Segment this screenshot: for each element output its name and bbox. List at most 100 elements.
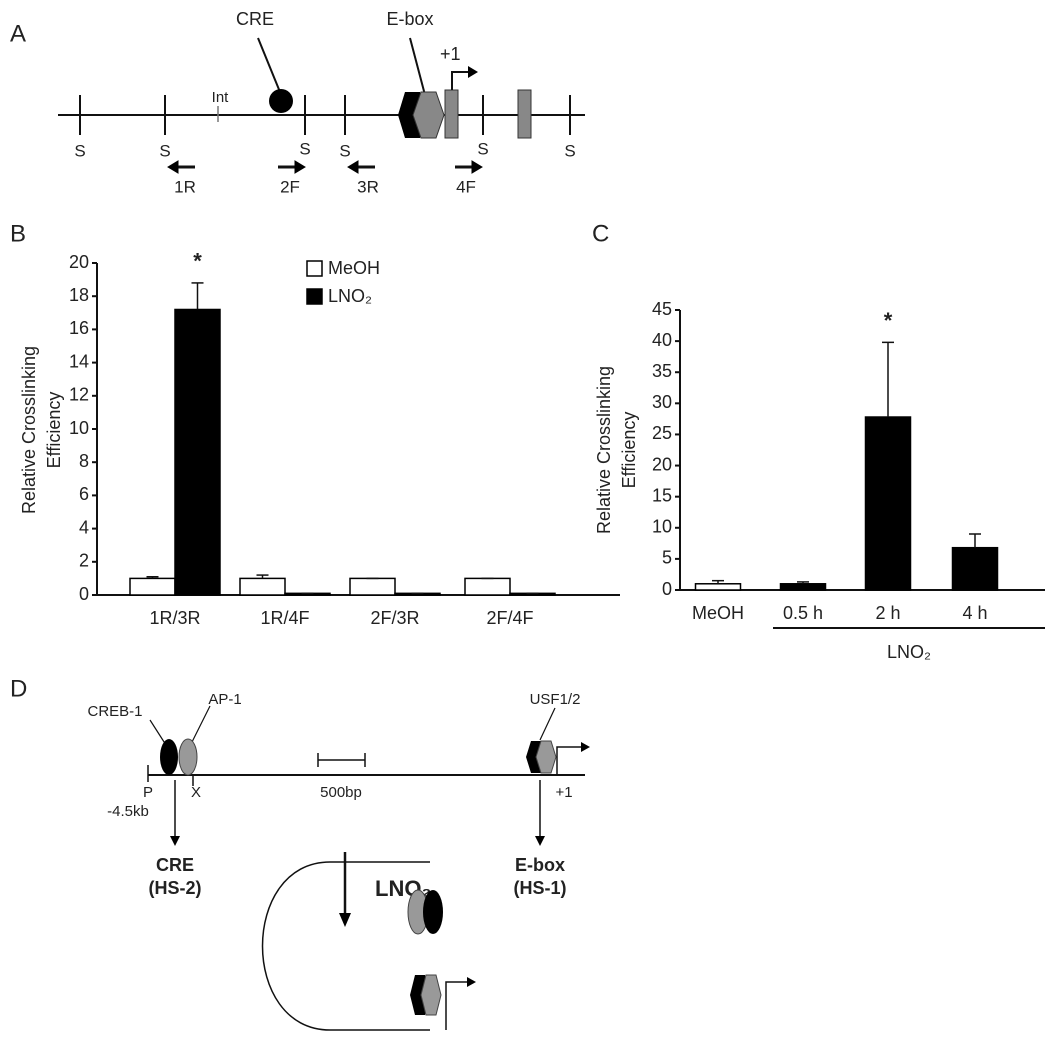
x-tick-label: 2F/3R xyxy=(370,608,419,628)
primer-arrows xyxy=(167,160,483,174)
ap1-site xyxy=(178,738,198,776)
scale-bar xyxy=(317,753,366,767)
bar xyxy=(174,308,221,596)
y-tick-label: 16 xyxy=(69,318,89,338)
y-axis-label: Efficiency xyxy=(44,392,64,469)
arrowhead xyxy=(468,66,478,78)
y-axis-label: Relative Crosslinking xyxy=(19,346,39,514)
ebox-gray xyxy=(420,974,442,1016)
ebox-label: E-box xyxy=(386,9,433,29)
tss-arrow xyxy=(556,746,582,775)
ebox-pointer xyxy=(409,37,426,96)
loop xyxy=(261,861,430,1031)
cre-label: CRE xyxy=(236,9,274,29)
y-axis-label: Relative Crosslinking xyxy=(594,366,614,534)
y-tick-label: 18 xyxy=(69,285,89,305)
creb-label: CREB-1 xyxy=(87,703,142,720)
primer-label: 2F xyxy=(280,177,300,196)
ap1-label: AP-1 xyxy=(208,691,241,708)
y-axis-label: Efficiency xyxy=(619,412,639,489)
arrowhead xyxy=(170,836,180,846)
x-tick-label: 2 h xyxy=(875,603,900,623)
y-tick-label: 35 xyxy=(652,361,672,381)
x-tick-label: MeOH xyxy=(692,603,744,623)
annotation: * xyxy=(193,249,202,274)
group-label: LNO₂ xyxy=(887,642,931,662)
panel-label: A xyxy=(10,20,26,47)
arrowhead xyxy=(467,977,476,987)
bar xyxy=(779,583,827,591)
cre-site xyxy=(269,89,293,113)
y-tick-label: 15 xyxy=(652,485,672,505)
legend-swatch xyxy=(306,260,323,277)
y-tick-label: 40 xyxy=(652,330,672,350)
y-tick-label: 6 xyxy=(79,484,89,504)
bar xyxy=(694,583,742,591)
scale-label: 500bp xyxy=(320,784,362,801)
y-tick-label: 20 xyxy=(652,454,672,474)
y-tick-label: 45 xyxy=(652,299,672,319)
panel-label: C xyxy=(592,220,609,247)
site-label: S xyxy=(564,141,575,160)
y-tick-label: 12 xyxy=(69,385,89,405)
legend-label: MeOH xyxy=(328,258,380,278)
site-ticks xyxy=(79,95,571,135)
y-tick-label: 0 xyxy=(662,579,672,599)
y-tick-label: 10 xyxy=(69,418,89,438)
y-tick-label: 30 xyxy=(652,392,672,412)
tss-arrow xyxy=(451,71,470,90)
hs2-label: (HS-2) xyxy=(149,878,202,898)
pointer xyxy=(539,707,556,741)
p-label: P xyxy=(143,784,153,801)
pointer xyxy=(149,719,167,746)
x-tick-label: 4 h xyxy=(962,603,987,623)
usf-label: USF1/2 xyxy=(530,691,581,708)
arrowhead xyxy=(339,913,351,927)
tss-arrow xyxy=(445,981,468,1030)
site-label: S xyxy=(159,141,170,160)
tss-label: +1 xyxy=(440,44,461,64)
arrowhead xyxy=(581,742,590,752)
creb-site xyxy=(423,890,443,934)
site-label: S xyxy=(477,139,488,158)
bar xyxy=(349,577,396,596)
ebox-label: E-box xyxy=(515,855,565,875)
x-label: X xyxy=(191,784,201,801)
kb-label: -4.5kb xyxy=(107,803,149,820)
bar xyxy=(951,546,999,591)
y-tick-label: 0 xyxy=(79,584,89,604)
site-label: S xyxy=(74,141,85,160)
y-tick-label: 14 xyxy=(69,351,89,371)
primer-label: 3R xyxy=(357,177,379,196)
annotation: * xyxy=(884,308,893,333)
cre-pointer xyxy=(257,37,281,93)
panel-label: B xyxy=(10,220,26,247)
int-label: Int xyxy=(212,89,230,106)
x-tick-label: 1R/4F xyxy=(260,608,309,628)
cre-label: CRE xyxy=(156,855,194,875)
panel-label: D xyxy=(10,675,27,702)
y-tick-label: 8 xyxy=(79,451,89,471)
y-tick-label: 10 xyxy=(652,517,672,537)
exon xyxy=(444,89,459,139)
site-label: S xyxy=(299,139,310,158)
exon xyxy=(517,89,532,139)
y-tick-label: 25 xyxy=(652,423,672,443)
primer-label: 4F xyxy=(456,177,476,196)
x-tick-label: 0.5 h xyxy=(783,603,823,623)
hs1-label: (HS-1) xyxy=(514,878,567,898)
bar xyxy=(464,577,511,596)
creb-site xyxy=(160,739,178,775)
tss-label: +1 xyxy=(555,784,572,801)
y-tick-label: 4 xyxy=(79,517,89,537)
primer-label: 1R xyxy=(174,177,196,196)
ebox-gray xyxy=(535,740,557,774)
legend-swatch xyxy=(306,288,323,305)
arrowhead xyxy=(535,836,545,846)
y-tick-label: 20 xyxy=(69,252,89,272)
y-tick-label: 2 xyxy=(79,551,89,571)
y-tick-label: 5 xyxy=(662,548,672,568)
pointer xyxy=(191,705,211,743)
ebox-gray xyxy=(412,91,445,139)
